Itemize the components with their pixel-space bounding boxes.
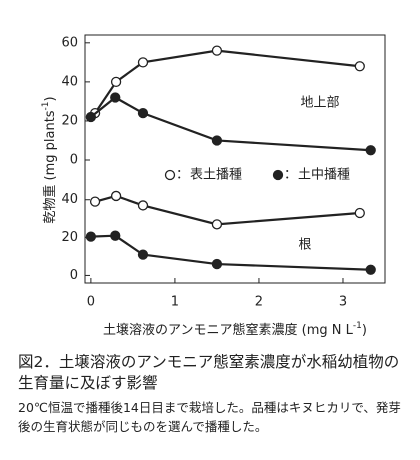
point bbox=[211, 219, 223, 230]
point bbox=[110, 76, 122, 88]
point bbox=[137, 249, 149, 260]
point bbox=[365, 145, 376, 156]
plot-frame bbox=[84, 34, 386, 284]
y-tick-label: 40 bbox=[61, 192, 78, 207]
legend-marker bbox=[272, 169, 284, 181]
legend-separator: ： bbox=[176, 168, 189, 183]
y-tick-label: 40 bbox=[61, 74, 78, 89]
legend-label: 表土播種 bbox=[190, 167, 242, 183]
legend-separator: ： bbox=[284, 168, 297, 183]
point bbox=[354, 207, 365, 219]
y-tick-label: 20 bbox=[61, 113, 78, 128]
point bbox=[85, 111, 97, 123]
point bbox=[110, 92, 121, 103]
point bbox=[137, 107, 149, 119]
y-tick-label: 0 bbox=[70, 268, 78, 283]
y-axis-label-sup: -1 bbox=[41, 101, 51, 110]
x-tick-label: 1 bbox=[171, 295, 179, 310]
point bbox=[211, 135, 223, 146]
y-axis-label: 乾物重 (mg plants-1) bbox=[41, 96, 58, 223]
x-axis-label-sup: -1 bbox=[353, 321, 362, 331]
point bbox=[85, 231, 97, 242]
point bbox=[89, 196, 101, 207]
caption-note: 20℃恒温で播種後14日目まで栽培した。品種はキヌヒカリで、発芽後の生育状態が同… bbox=[18, 400, 401, 434]
point bbox=[354, 61, 365, 72]
point bbox=[211, 45, 223, 56]
caption-title: 図2．土壌溶液のアンモニア態窒素濃度が水稲幼植物の生育量に及ぼす影響 bbox=[18, 353, 400, 392]
y-tick-label: 0 bbox=[70, 153, 78, 168]
x-axis-label: 土壌溶液のアンモニア態窒素濃度 (mg N L-1) bbox=[103, 321, 367, 338]
point bbox=[365, 264, 376, 275]
legend-label: 土中播種 bbox=[298, 167, 350, 183]
point bbox=[110, 190, 122, 202]
point bbox=[211, 258, 223, 270]
x-tick-label: 3 bbox=[339, 295, 347, 310]
y-tick-label: 60 bbox=[61, 35, 78, 50]
point bbox=[137, 200, 149, 211]
x-axis-label-text: 土壌溶液のアンモニア態窒素濃度 (mg N L bbox=[103, 322, 354, 338]
series-line bbox=[90, 234, 371, 271]
panel-label: 根 bbox=[298, 238, 311, 253]
point bbox=[137, 57, 149, 68]
panel-label: 地上部 bbox=[300, 96, 339, 111]
y-axis-label-close: ) bbox=[43, 96, 58, 101]
x-axis-label-close: ) bbox=[362, 323, 367, 338]
y-tick-label: 20 bbox=[61, 230, 78, 245]
x-tick-label: 2 bbox=[255, 295, 263, 310]
series-line bbox=[94, 194, 360, 226]
y-axis-label-text: 乾物重 (mg plants bbox=[42, 110, 58, 223]
x-tick-label: 0 bbox=[87, 295, 95, 310]
legend-marker bbox=[164, 169, 176, 181]
point bbox=[110, 230, 121, 241]
